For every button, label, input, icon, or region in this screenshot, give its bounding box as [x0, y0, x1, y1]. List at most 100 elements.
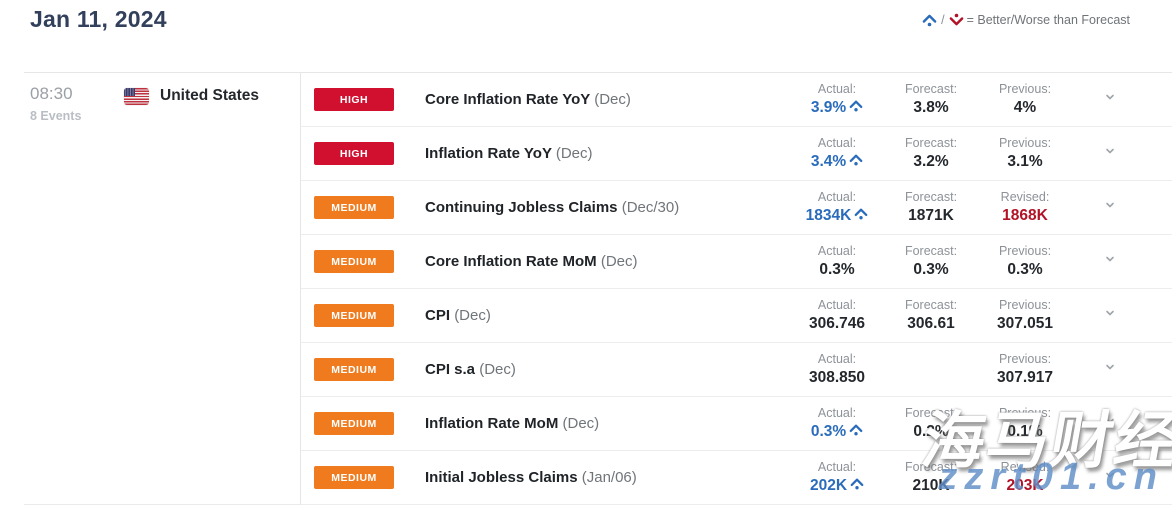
- value-text: 308.850: [808, 369, 866, 387]
- value-column: Previous: 0.1%: [978, 405, 1072, 441]
- value-label: Actual:: [817, 405, 857, 420]
- better-icon: [849, 99, 863, 116]
- value-column: Actual: 306.746: [790, 298, 884, 333]
- value-text: 4%: [1013, 99, 1037, 117]
- value-label: Previous:: [998, 405, 1052, 420]
- value-text: 306.61: [907, 315, 955, 333]
- event-row[interactable]: HIGH Core Inflation Rate YoY (Dec) Actua…: [301, 73, 1172, 127]
- event-row[interactable]: MEDIUM CPI s.a (Dec) Actual: 308.850 Pre…: [301, 343, 1172, 397]
- country-row: United States: [124, 87, 259, 105]
- chevron-down-icon[interactable]: [1102, 251, 1118, 272]
- value-label: Actual:: [817, 81, 857, 96]
- value-text: 3.2%: [913, 153, 949, 171]
- event-period: (Dec/30): [621, 199, 680, 216]
- value-text: 307.917: [996, 369, 1054, 387]
- event-period: (Jan/06): [581, 469, 637, 486]
- worse-icon: [949, 13, 964, 27]
- time-group-panel: 08:30 8 Events United States: [24, 73, 301, 505]
- value-text: 3.8%: [913, 99, 949, 117]
- value-column: Actual: 308.850: [790, 351, 884, 387]
- event-row[interactable]: MEDIUM Initial Jobless Claims (Jan/06) A…: [301, 451, 1172, 505]
- value-column: Previous: 4%: [978, 81, 1072, 117]
- value-label: Actual:: [817, 459, 857, 474]
- chevron-down-icon[interactable]: [1102, 143, 1118, 164]
- us-flag-icon: [124, 87, 149, 105]
- value-label: Previous:: [998, 135, 1052, 150]
- event-title: Core Inflation Rate MoM: [425, 253, 597, 270]
- value-label: Actual:: [817, 189, 857, 204]
- page-title: Jan 11, 2024: [30, 6, 167, 32]
- value-column: Forecast: 3.2%: [884, 136, 978, 171]
- country-name: United States: [160, 87, 260, 104]
- chevron-down-icon[interactable]: [1102, 197, 1118, 218]
- event-name: CPI (Dec): [425, 307, 790, 324]
- value-column: Forecast: 210K: [884, 460, 978, 495]
- value-label: Revised:: [1000, 189, 1050, 204]
- expand-row-button[interactable]: [1072, 397, 1172, 450]
- value-column: Actual: 1834K: [790, 189, 884, 225]
- event-title: Inflation Rate MoM: [425, 415, 559, 432]
- value-column: Forecast: 1871K: [884, 190, 978, 225]
- value-text: 1868K: [1002, 207, 1048, 225]
- chevron-down-icon[interactable]: [1102, 467, 1118, 488]
- value-label: Forecast:: [904, 243, 958, 258]
- better-icon: [922, 13, 937, 27]
- expand-row-button[interactable]: [1072, 289, 1172, 342]
- event-row[interactable]: MEDIUM Core Inflation Rate MoM (Dec) Act…: [301, 235, 1172, 289]
- value-text: 202K: [809, 477, 848, 495]
- importance-badge: MEDIUM: [314, 412, 394, 435]
- expand-row-button[interactable]: [1072, 73, 1172, 126]
- value-label: Actual:: [817, 135, 857, 150]
- importance-badge: MEDIUM: [314, 466, 394, 489]
- event-name: Continuing Jobless Claims (Dec/30): [425, 199, 790, 216]
- value-column: Actual: 3.9%: [790, 81, 884, 117]
- value-label: Previous:: [998, 81, 1052, 96]
- expand-row-button[interactable]: [1072, 343, 1172, 396]
- value-column: Actual: 3.4%: [790, 135, 884, 171]
- event-title: Inflation Rate YoY: [425, 145, 552, 162]
- value-column: Previous: 307.051: [978, 298, 1072, 333]
- calendar-content: 08:30 8 Events United States HIGH Core I…: [24, 72, 1172, 505]
- time-block: 08:30 8 Events: [30, 84, 81, 123]
- value-column: Revised: 1868K: [978, 189, 1072, 225]
- value-label: Actual:: [817, 243, 857, 258]
- legend-slash: /: [941, 13, 945, 27]
- event-row[interactable]: MEDIUM Continuing Jobless Claims (Dec/30…: [301, 181, 1172, 235]
- event-name: Core Inflation Rate MoM (Dec): [425, 253, 790, 270]
- value-column: [884, 368, 978, 371]
- value-column: Actual: 0.3%: [790, 405, 884, 441]
- better-icon: [849, 423, 863, 440]
- event-title: Continuing Jobless Claims: [425, 199, 618, 216]
- event-name: Inflation Rate YoY (Dec): [425, 145, 790, 162]
- value-text: 307.051: [996, 315, 1054, 333]
- event-title: CPI: [425, 307, 451, 324]
- expand-row-button[interactable]: [1072, 451, 1172, 504]
- value-column: Forecast: 306.61: [884, 297, 978, 333]
- event-name: CPI s.a (Dec): [425, 361, 790, 378]
- value-text: 0.2%: [913, 423, 949, 441]
- event-row[interactable]: MEDIUM CPI (Dec) Actual: 306.746 Forecas…: [301, 289, 1172, 343]
- importance-badge: MEDIUM: [314, 250, 394, 273]
- event-title: Initial Jobless Claims: [425, 469, 578, 486]
- legend-text: = Better/Worse than Forecast: [966, 13, 1130, 27]
- value-text: 0.3%: [810, 423, 847, 441]
- value-label: Actual:: [817, 351, 857, 366]
- expand-row-button[interactable]: [1072, 181, 1172, 234]
- event-period: (Dec): [479, 361, 516, 378]
- event-row[interactable]: HIGH Inflation Rate YoY (Dec) Actual: 3.…: [301, 127, 1172, 181]
- value-text: 3.9%: [810, 99, 847, 117]
- event-title: Core Inflation Rate YoY: [425, 91, 591, 108]
- chevron-down-icon[interactable]: [1102, 359, 1118, 380]
- chevron-down-icon[interactable]: [1102, 413, 1118, 434]
- value-column: Previous: 0.3%: [978, 244, 1072, 279]
- expand-row-button[interactable]: [1072, 127, 1172, 180]
- value-label: Previous:: [998, 351, 1052, 366]
- chevron-down-icon[interactable]: [1102, 89, 1118, 110]
- chevron-down-icon[interactable]: [1102, 305, 1118, 326]
- value-text: 203K: [1006, 477, 1044, 495]
- value-text: 306.746: [808, 315, 866, 333]
- value-label: Forecast:: [904, 297, 958, 312]
- event-row[interactable]: MEDIUM Inflation Rate MoM (Dec) Actual: …: [301, 397, 1172, 451]
- expand-row-button[interactable]: [1072, 235, 1172, 288]
